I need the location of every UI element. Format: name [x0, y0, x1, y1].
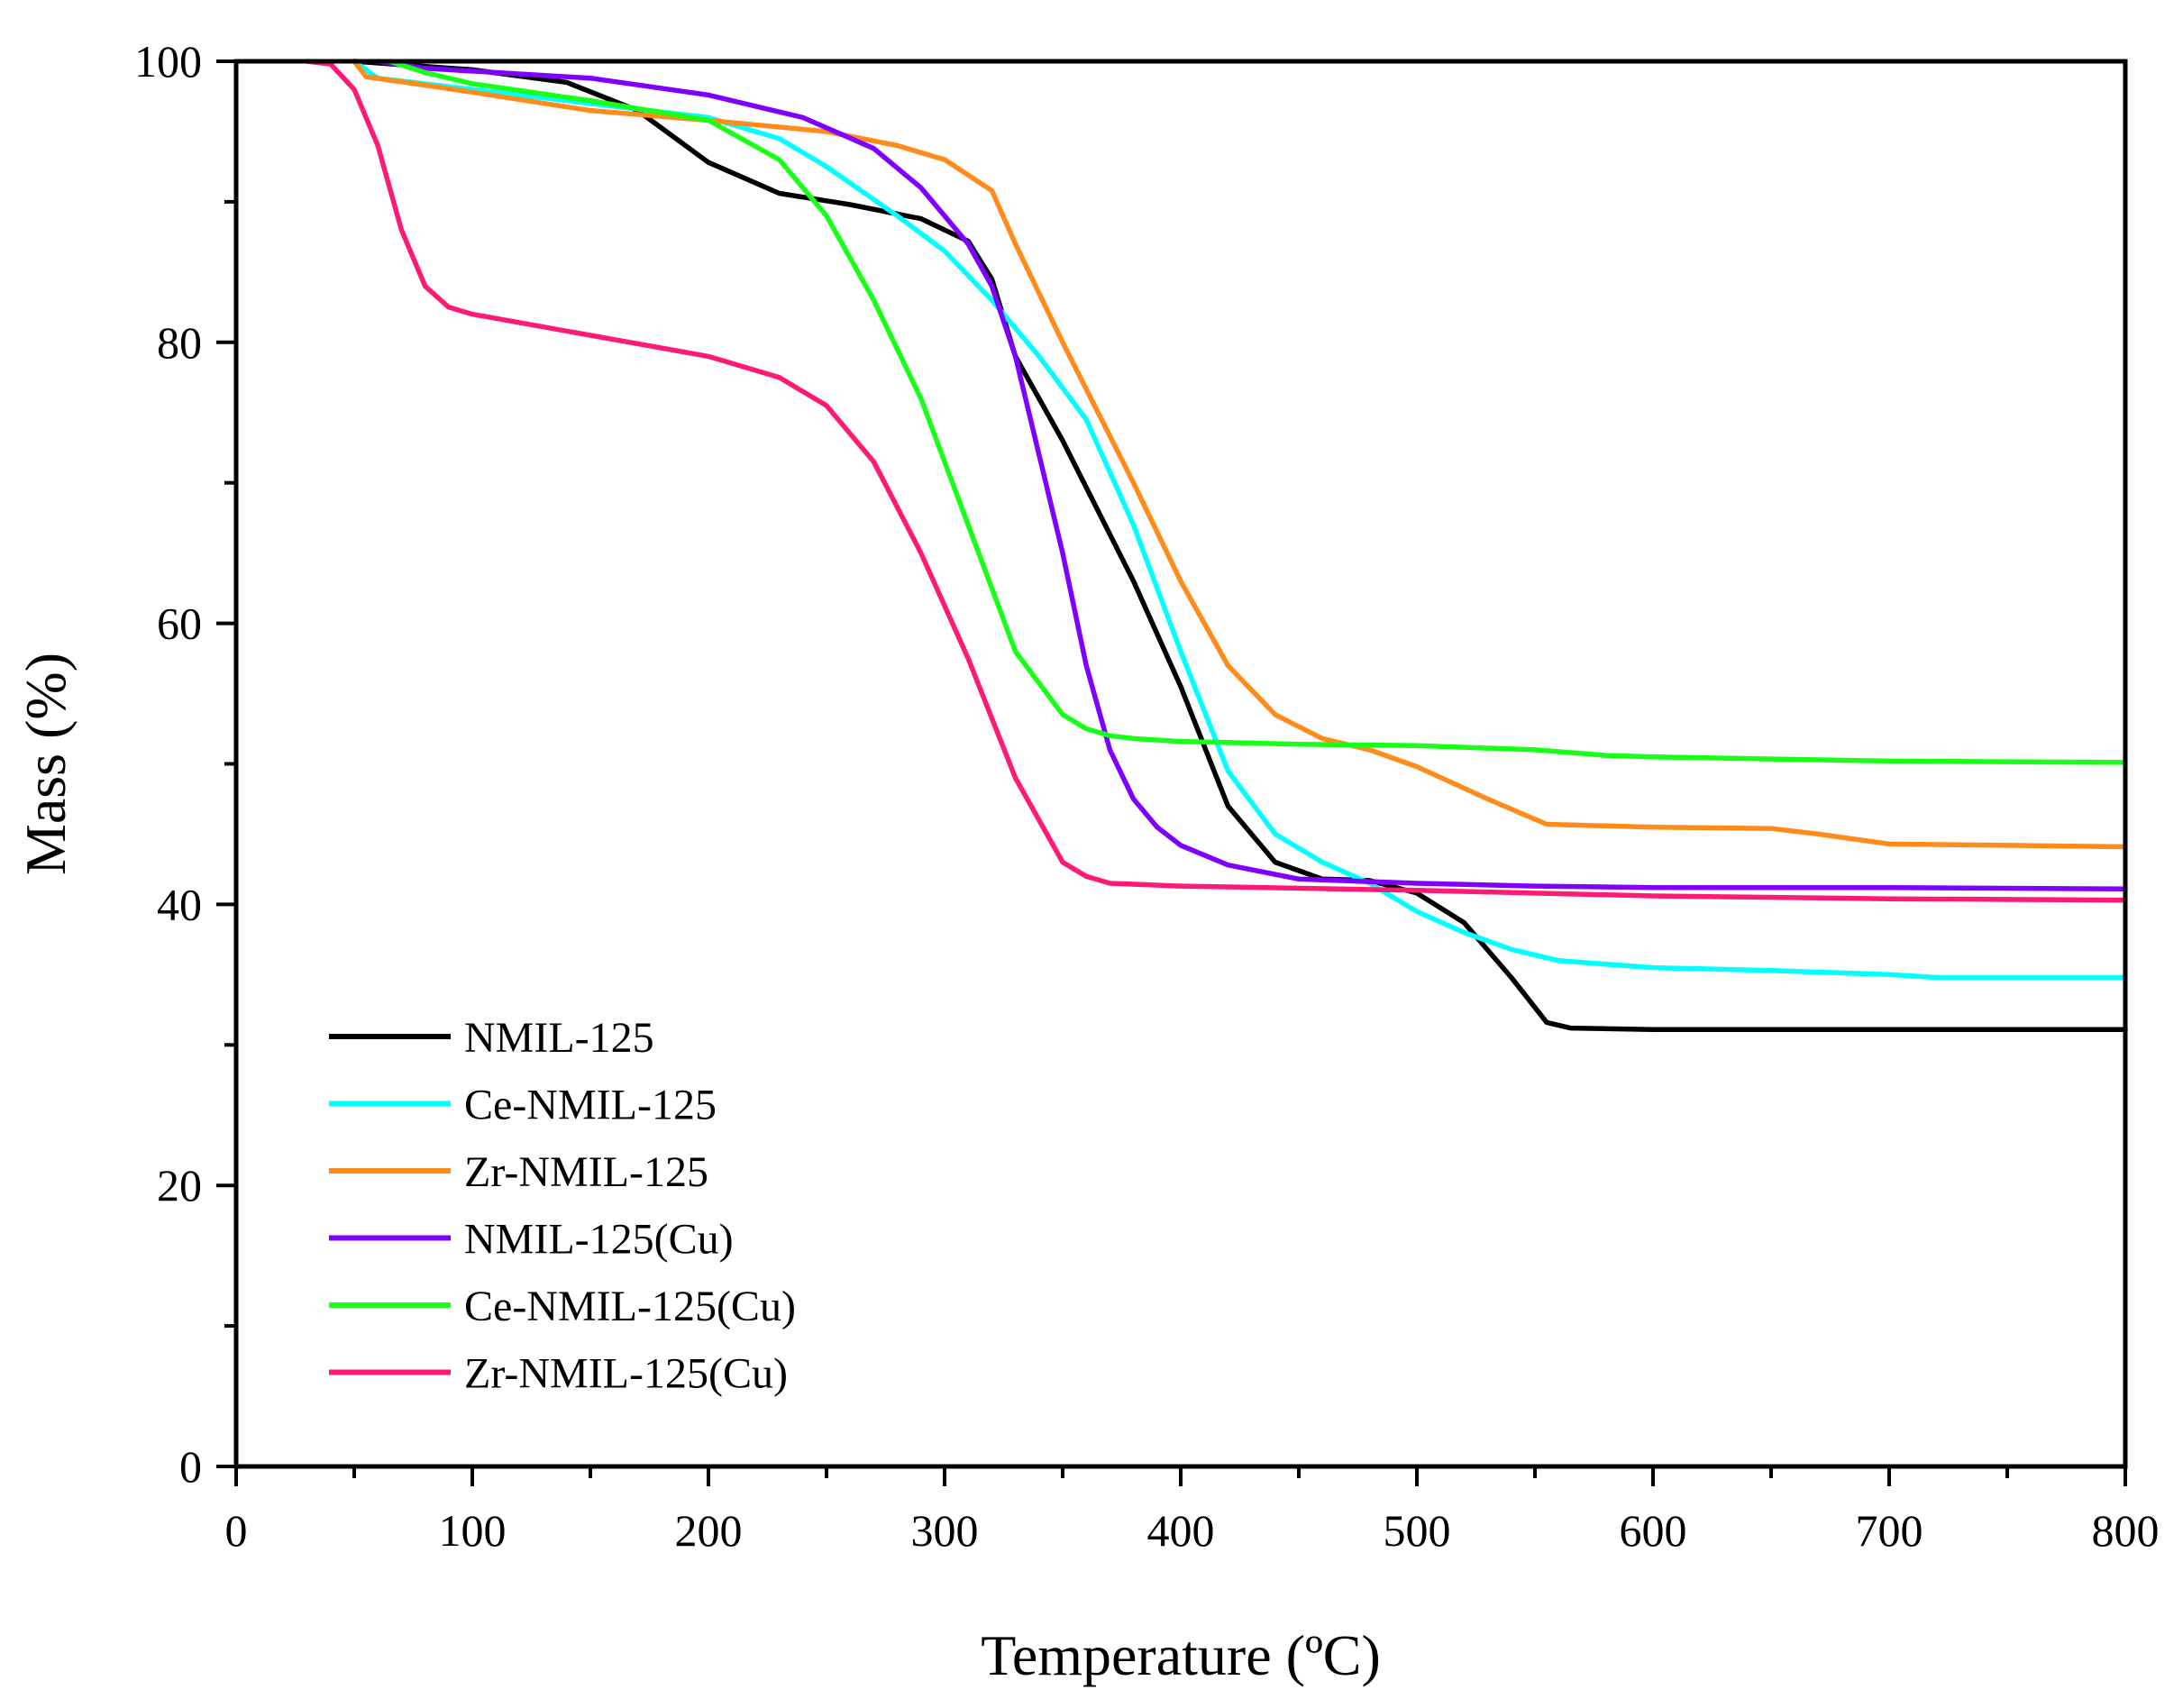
x-tick-label: 700 [1856, 1505, 1923, 1556]
y-tick-label: 40 [157, 879, 202, 929]
x-axis-title: Temperature (ºC) [981, 1623, 1381, 1687]
series-layer [304, 59, 2128, 1032]
x-tick-label: 300 [911, 1505, 979, 1556]
ticks-layer: 0 100 200 300 400 500 600 700 800 0 20 40 60 80 100 [134, 36, 2160, 1556]
y-tick-label: 0 [179, 1441, 202, 1492]
y-tick-label: 80 [157, 317, 202, 368]
series-line-ce-nmil-125-cu [387, 59, 2128, 765]
x-tick-label: 0 [225, 1505, 248, 1556]
x-tick-label: 400 [1147, 1505, 1215, 1556]
series-line-zr-nmil-125-cu [304, 59, 2128, 903]
series-line-zr-nmil-125 [352, 59, 2128, 850]
series-line-nmil-125-cu [375, 59, 2128, 892]
x-tick-label: 800 [2092, 1505, 2160, 1556]
legend: NMIL-125 Ce-NMIL-125 Zr-NMIL-125 NMIL-125(C… [329, 1014, 796, 1398]
x-tick-label: 100 [439, 1505, 507, 1556]
series-line-nmil-125 [352, 59, 2128, 1032]
legend-label-ce-nmil-125-cu: Ce-NMIL-125(Cu) [464, 1283, 796, 1330]
x-tick-label: 500 [1384, 1505, 1451, 1556]
y-tick-label: 60 [157, 598, 202, 649]
legend-label-zr-nmil-125-cu: Zr-NMIL-125(Cu) [464, 1350, 788, 1398]
legend-label-nmil-125: NMIL-125 [464, 1014, 654, 1062]
y-tick-label: 20 [157, 1160, 202, 1210]
legend-label-ce-nmil-125: Ce-NMIL-125 [464, 1082, 717, 1129]
legend-label-nmil-125-cu: NMIL-125(Cu) [464, 1216, 734, 1264]
y-tick-label: 100 [134, 36, 202, 87]
legend-label-zr-nmil-125: Zr-NMIL-125 [464, 1148, 708, 1196]
x-tick-label: 200 [675, 1505, 743, 1556]
y-axis-title: Mass (%) [14, 653, 78, 875]
x-tick-label: 600 [1620, 1505, 1687, 1556]
